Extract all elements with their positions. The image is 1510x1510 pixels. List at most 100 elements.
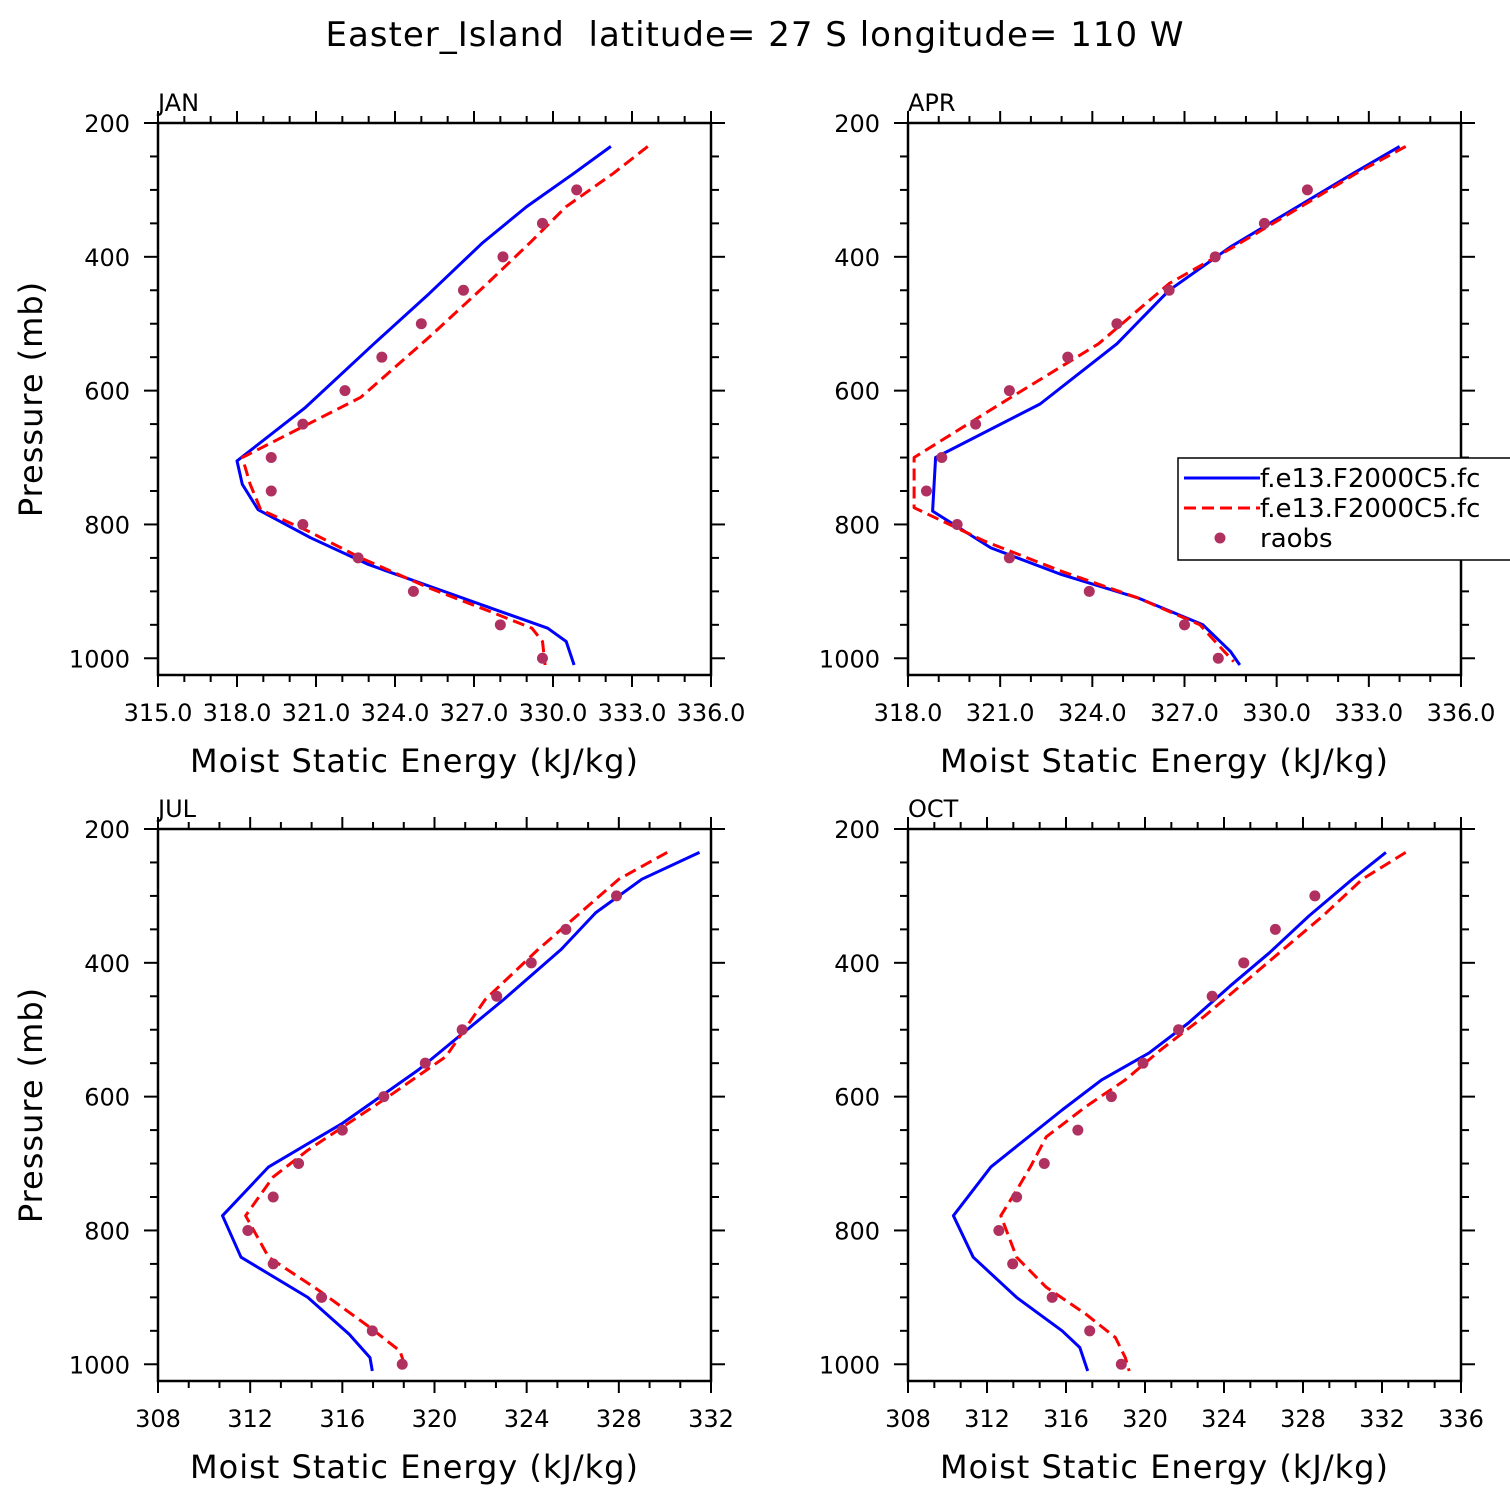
raobs-point	[1038, 1158, 1050, 1170]
raobs-point	[970, 418, 982, 430]
series-line-solid	[931, 145, 1401, 666]
x-tick-label: 330.0	[1242, 699, 1311, 727]
plot-frame	[156, 121, 713, 677]
x-tick-label: 318.0	[874, 699, 943, 727]
raobs-point	[993, 1224, 1005, 1236]
raobs-point	[1003, 385, 1015, 397]
raobs-point	[494, 619, 506, 631]
raobs-point	[1072, 1124, 1084, 1136]
x-tick-label: 320	[412, 1405, 458, 1433]
raobs-point	[336, 1124, 348, 1136]
y-axis-label: Pressure (mb)	[12, 281, 50, 517]
x-tick-label: 308	[135, 1405, 181, 1433]
x-tick-label: 328	[596, 1405, 642, 1433]
raobs-point	[456, 1024, 468, 1036]
x-tick-label: 324.0	[1058, 699, 1127, 727]
raobs-point	[936, 452, 948, 464]
raobs-point	[297, 418, 309, 430]
legend-label: raobs	[1260, 524, 1333, 554]
raobs-point	[1084, 1325, 1096, 1337]
plot-frame	[906, 827, 1463, 1383]
x-tick-label: 324.0	[361, 699, 430, 727]
y-tick-label: 200	[84, 110, 130, 138]
raobs-point	[951, 518, 963, 530]
raobs-point	[352, 552, 364, 564]
legend-label: f.e13.F2000C5.fc	[1260, 464, 1480, 494]
raobs-point	[491, 990, 503, 1002]
raobs-point	[396, 1358, 408, 1370]
y-tick-label: 200	[84, 816, 130, 844]
x-axis-label: Moist Static Energy (kJ/kg)	[940, 1448, 1389, 1486]
x-axis-label: Moist Static Energy (kJ/kg)	[190, 742, 639, 780]
x-tick-label: 333.0	[598, 699, 667, 727]
raobs-point	[1206, 990, 1218, 1002]
panel-label: JUL	[156, 795, 197, 823]
series-line-solid	[951, 851, 1387, 1372]
x-tick-label: 327.0	[1150, 699, 1219, 727]
raobs-point	[1046, 1291, 1058, 1303]
chart-panels: 315.0 318.0 321.0 324.0 327.0 330.0 333.0 336.0…	[12, 89, 1495, 1486]
raobs-point	[378, 1091, 390, 1103]
legend-box	[1177, 457, 1510, 561]
raobs-point	[1309, 890, 1321, 902]
y-tick-label: 800	[84, 511, 130, 539]
x-axis-label: Moist Static Energy (kJ/kg)	[940, 742, 1389, 780]
y-tick-label: 800	[834, 511, 880, 539]
raobs-point	[1011, 1191, 1023, 1203]
raobs-point	[293, 1158, 305, 1170]
x-tick-label: 324	[504, 1405, 550, 1433]
series-line-dashed	[244, 851, 668, 1365]
panel-label: OCT	[908, 795, 959, 823]
raobs-point	[1238, 957, 1250, 969]
raobs-point	[1173, 1024, 1185, 1036]
series-line-solid	[221, 851, 701, 1372]
y-tick-label: 400	[84, 244, 130, 272]
x-tick-label: 336	[1438, 1405, 1484, 1433]
raobs-point	[419, 1057, 431, 1069]
raobs-point	[267, 1258, 279, 1270]
figure-title: Easter_Island latitude= 27 S longitude= …	[325, 15, 1184, 55]
y-tick-label: 400	[834, 950, 880, 978]
x-tick-label: 316	[319, 1405, 365, 1433]
legend-label: f.e13.F2000C5.fc	[1260, 494, 1480, 524]
x-tick-label: 336.0	[1427, 699, 1496, 727]
x-tick-label: 324	[1201, 1405, 1247, 1433]
y-tick-label: 1000	[819, 645, 880, 673]
y-tick-label: 1000	[69, 645, 130, 673]
x-tick-label: 332	[688, 1405, 734, 1433]
x-axis-label: Moist Static Energy (kJ/kg)	[190, 1448, 639, 1486]
raobs-point	[265, 485, 277, 497]
x-tick-label: 318.0	[203, 699, 272, 727]
raobs-point	[560, 923, 572, 935]
y-axis-label: Pressure (mb)	[12, 987, 50, 1223]
y-tick-label: 400	[84, 950, 130, 978]
raobs-point	[1269, 923, 1281, 935]
y-tick-label: 800	[84, 1217, 130, 1245]
raobs-point	[339, 385, 351, 397]
series-line-dashed	[999, 851, 1407, 1372]
y-tick-label: 800	[834, 1217, 880, 1245]
panel-label: JAN	[156, 89, 199, 117]
plot-frame	[156, 827, 713, 1383]
raobs-point	[376, 351, 388, 363]
raobs-point	[611, 890, 623, 902]
raobs-point	[1007, 1258, 1019, 1270]
x-tick-label: 328	[1280, 1405, 1326, 1433]
raobs-point	[1179, 619, 1190, 631]
raobs-point	[1209, 251, 1221, 263]
raobs-point	[267, 1191, 279, 1203]
y-tick-label: 600	[834, 378, 880, 406]
legend-marker	[1214, 532, 1226, 544]
y-tick-label: 600	[834, 1084, 880, 1112]
raobs-point	[265, 452, 277, 464]
series-line-dashed	[912, 145, 1407, 663]
raobs-point	[920, 485, 932, 497]
raobs-point	[1301, 184, 1313, 196]
y-tick-label: 200	[834, 816, 880, 844]
raobs-point	[571, 184, 583, 196]
raobs-point	[1003, 552, 1015, 564]
raobs-point	[1212, 652, 1224, 664]
x-tick-label: 312	[227, 1405, 273, 1433]
x-tick-label: 327.0	[440, 699, 509, 727]
